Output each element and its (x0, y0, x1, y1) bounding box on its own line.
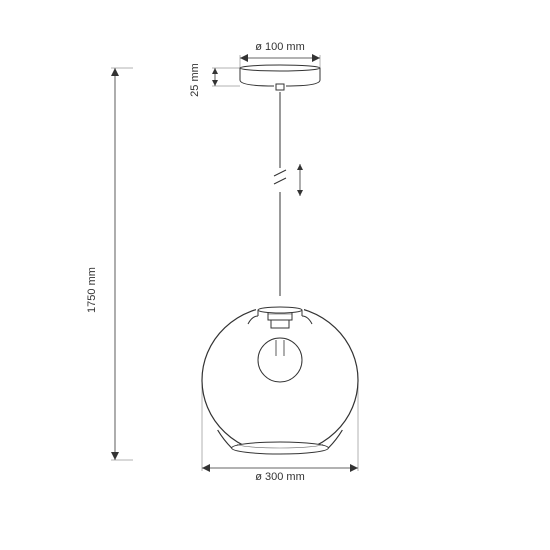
bulb (258, 338, 302, 382)
break-mark-icon (274, 164, 300, 196)
shade-diameter-label: ø 300 mm (255, 471, 305, 483)
total-height-label: 1750 mm (86, 267, 98, 313)
canopy-height-label: 25 mm (189, 63, 201, 97)
glass-shade (202, 296, 358, 464)
canopy (240, 65, 320, 90)
canopy-diameter-label: ø 100 mm (255, 41, 305, 53)
